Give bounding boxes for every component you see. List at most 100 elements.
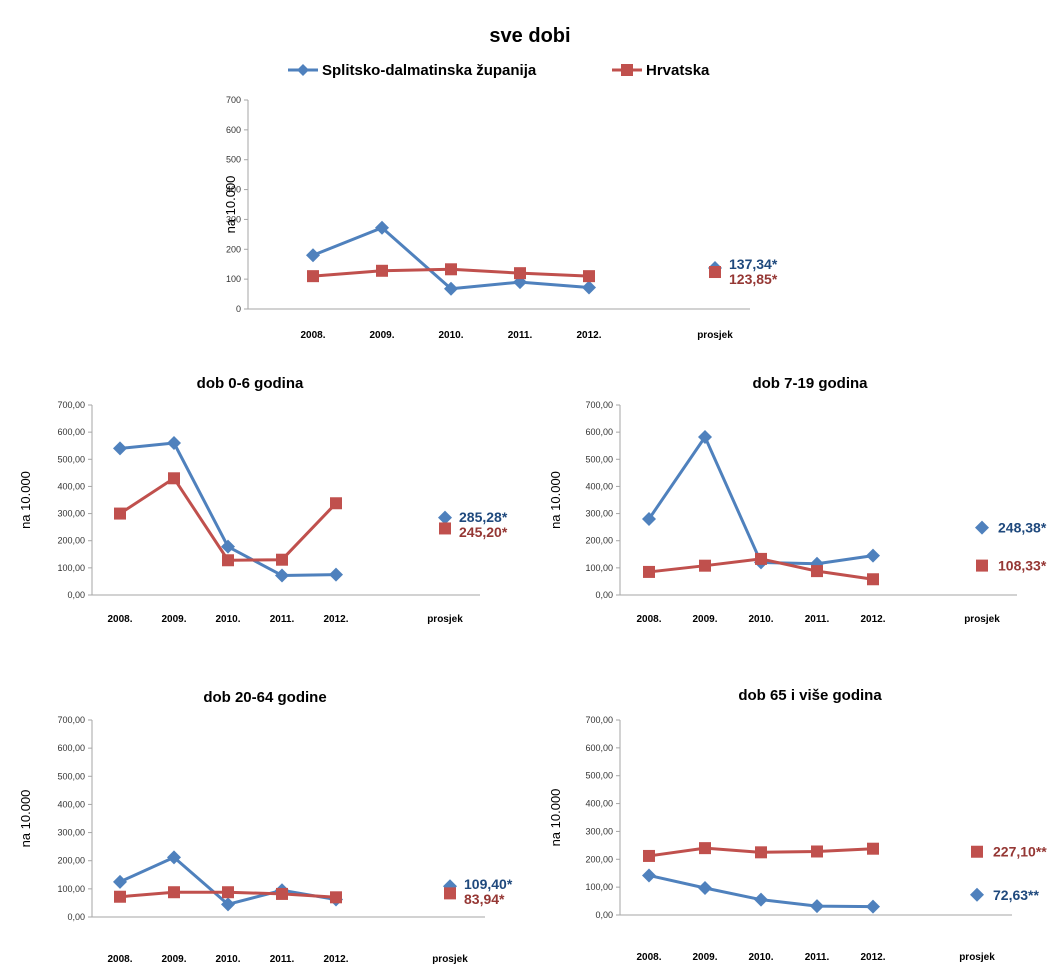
y-tick-label: 200,00 <box>585 854 613 864</box>
y-tick-label: 500,00 <box>585 771 613 781</box>
data-point-splitsko <box>329 567 343 582</box>
y-tick-label: 400 <box>226 185 241 195</box>
data-point-splitsko <box>642 868 656 883</box>
data-point-hrvatska <box>276 887 288 900</box>
average-label-hrvatska: 227,10** <box>993 844 1047 860</box>
data-point-hrvatska <box>643 565 655 578</box>
data-point-splitsko <box>113 441 127 456</box>
y-tick-label: 200,00 <box>57 856 85 866</box>
y-tick-label: 600,00 <box>585 743 613 753</box>
x-tick-label: 2010. <box>215 614 240 625</box>
x-tick-label: 2009. <box>369 330 394 341</box>
data-point-hrvatska <box>583 270 595 283</box>
y-tick-label: 200,00 <box>585 536 613 546</box>
x-tick-label: 2012. <box>860 614 885 625</box>
data-point-splitsko <box>113 874 127 889</box>
data-point-hrvatska <box>114 507 126 520</box>
average-marker-splitsko <box>970 887 984 902</box>
x-tick-label: prosjek <box>427 614 463 625</box>
y-tick-label: 100 <box>226 274 241 284</box>
y-tick-label: 0,00 <box>67 912 85 922</box>
y-tick-label: 700 <box>226 95 241 105</box>
data-point-hrvatska <box>114 890 126 903</box>
data-point-hrvatska <box>307 270 319 283</box>
y-tick-label: 500,00 <box>57 771 85 781</box>
data-point-splitsko <box>866 899 880 914</box>
y-tick-label: 0,00 <box>67 590 85 600</box>
data-point-splitsko <box>642 512 656 526</box>
y-tick-label: 700,00 <box>57 715 85 725</box>
x-tick-label: 2008. <box>636 952 661 963</box>
average-marker-hrvatska <box>971 845 983 858</box>
y-tick-label: 600,00 <box>57 427 85 437</box>
data-point-hrvatska <box>867 573 879 586</box>
x-tick-label: 2008. <box>107 614 132 625</box>
data-point-hrvatska <box>643 849 655 862</box>
data-point-hrvatska <box>330 497 342 510</box>
chart-1: sve dobi 0 100 200 300 400 500 600 700 na 10.000 2… <box>223 25 778 341</box>
x-tick-label: 2008. <box>107 954 132 965</box>
chart-2: dob 0-6 godina 0,00 100,00 200,00 300,00 400,… <box>18 375 508 625</box>
y-tick-label: 0,00 <box>595 910 613 920</box>
average-label-splitsko: 72,63** <box>993 887 1039 903</box>
x-tick-label: 2011. <box>270 954 295 965</box>
x-tick-label: 2009. <box>161 614 186 625</box>
legend-label-hrvatska: Hrvatska <box>646 62 710 79</box>
average-label-hrvatska: 245,20* <box>459 524 508 540</box>
data-point-hrvatska <box>699 559 711 572</box>
y-tick-label: 300,00 <box>57 828 85 838</box>
average-label-splitsko: 285,28* <box>459 509 508 525</box>
legend-marker-splitsko <box>297 64 309 76</box>
y-tick-label: 500,00 <box>57 454 85 464</box>
y-tick-label: 400,00 <box>57 799 85 809</box>
data-point-hrvatska <box>222 886 234 899</box>
y-tick-label: 100,00 <box>585 882 613 892</box>
x-tick-label: 2010. <box>215 954 240 965</box>
y-tick-label: 600,00 <box>585 427 613 437</box>
chart-title: dob 7-19 godina <box>752 375 868 392</box>
y-tick-label: 400,00 <box>57 481 85 491</box>
x-tick-label: 2010. <box>438 330 463 341</box>
average-label-splitsko: 109,40* <box>464 876 513 892</box>
data-point-splitsko <box>221 897 235 912</box>
data-point-hrvatska <box>755 552 767 565</box>
y-tick-label: 200 <box>226 244 241 254</box>
data-point-hrvatska <box>755 846 767 859</box>
x-tick-label: 2012. <box>323 614 348 625</box>
x-tick-label: 2011. <box>805 952 830 963</box>
y-tick-label: 400,00 <box>585 799 613 809</box>
y-tick-label: 600,00 <box>57 743 85 753</box>
y-tick-label: 100,00 <box>57 563 85 573</box>
chart-title: dob 0-6 godina <box>197 375 304 392</box>
data-point-splitsko <box>698 880 712 895</box>
data-point-splitsko <box>754 892 768 907</box>
y-tick-label: 400,00 <box>585 481 613 491</box>
data-point-splitsko <box>866 548 880 563</box>
data-point-splitsko <box>810 899 824 914</box>
data-point-hrvatska <box>811 845 823 858</box>
data-point-hrvatska <box>514 267 526 280</box>
y-tick-label: 700,00 <box>57 400 85 410</box>
data-point-hrvatska <box>330 891 342 904</box>
average-marker-hrvatska <box>444 887 456 900</box>
y-tick-label: 0,00 <box>595 590 613 600</box>
legend: Splitsko-dalmatinska županija Hrvatska <box>288 62 710 79</box>
legend-label-splitsko: Splitsko-dalmatinska županija <box>322 62 537 79</box>
data-point-splitsko <box>306 248 320 263</box>
chart-title: dob 20-64 godine <box>203 689 326 706</box>
y-tick-label: 700,00 <box>585 715 613 725</box>
average-marker-splitsko <box>975 520 989 535</box>
chart-4: dob 20-64 godine 0,00 100,00 200,00 300,00 40… <box>18 689 513 965</box>
y-tick-label: 200,00 <box>57 536 85 546</box>
data-point-splitsko <box>698 430 712 445</box>
y-tick-label: 500,00 <box>585 454 613 464</box>
average-label-hrvatska: 123,85* <box>729 271 778 287</box>
data-point-hrvatska <box>168 472 180 485</box>
x-tick-label: 2009. <box>692 614 717 625</box>
data-point-hrvatska <box>376 264 388 277</box>
x-tick-label: 2008. <box>300 330 325 341</box>
x-tick-label: prosjek <box>959 952 995 963</box>
x-tick-label: 2011. <box>508 330 533 341</box>
data-point-hrvatska <box>168 886 180 899</box>
data-point-splitsko <box>582 280 596 295</box>
